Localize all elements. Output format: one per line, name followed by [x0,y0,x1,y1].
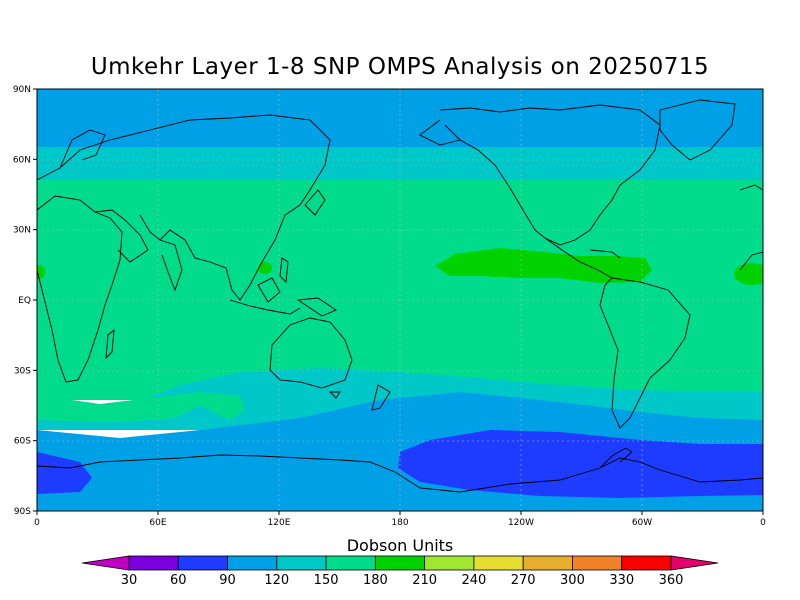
x-axis: 0 60E 120E 180 120W 60W 0 [34,511,766,528]
coast-antarctic-peninsula [599,447,633,469]
coast-north-america [439,104,661,246]
coast-caribbean [589,249,621,259]
colorbar-level-label: 90 [219,573,236,588]
colorbar-swatch [522,555,573,571]
coastlines [37,99,763,493]
coast-iberia [739,184,763,191]
x-tick-label: 60W [632,518,652,528]
y-tick-label: 60S [14,437,31,447]
coast-central-america [544,237,613,279]
y-tick-label: 90N [13,85,31,95]
colorbar-level-label: 30 [121,573,138,588]
x-tick-label: 0 [760,518,766,528]
colorbar-swatch [325,555,376,571]
coast-australia [269,317,353,389]
colorbar-swatch [276,555,327,571]
colorbar-swatch [227,555,278,571]
x-tick-label: 0 [34,518,40,528]
colorbar-level-label: 120 [264,573,289,588]
y-tick-label: 60N [13,155,31,165]
coast-japan [304,189,326,216]
coast-greenland [659,99,736,161]
map-title: Umkehr Layer 1-8 SNP OMPS Analysis on 20… [90,54,710,80]
colorbar-level-label: 270 [511,573,536,588]
y-tick-label: EQ [18,296,31,306]
x-tick-label: 120E [268,518,291,528]
coast-tasmania [328,391,341,399]
coast-eurasia [37,114,331,301]
band-indian-ocean-bulge [37,392,245,422]
colorbar-swatch [128,555,179,571]
y-tick-label: 30N [13,226,31,236]
colorbar-swatch [572,555,623,571]
colorbar: 30 60 90 120 150 180 210 240 270 300 330 360 [81,555,719,588]
coast-philippines [279,257,289,283]
colorbar-level-label: 330 [609,573,634,588]
x-tick-label: 60E [149,518,166,528]
grid-lines [37,89,763,511]
coast-madagascar [105,328,115,360]
coast-west-africa [739,251,763,271]
band-antarctic-hole [398,430,763,498]
colorbar-level-label: 240 [461,573,486,588]
colorbar-title: Dobson Units [346,536,454,555]
colorbar-level-label: 150 [314,573,339,588]
coast-borneo [257,277,281,303]
y-tick-label: 30S [14,366,31,376]
band-atlantic-patch [734,263,763,285]
colorbar-swatch [424,555,475,571]
colorbar-level-label: 60 [170,573,187,588]
band-africa-patch [37,265,45,279]
band-antarctic-low [37,452,92,494]
x-tick-label: 120W [508,518,534,528]
coast-newzealand [371,384,391,411]
y-tick-label: 90S [14,507,31,517]
colorbar-swatch [473,555,524,571]
coast-arabia [94,209,149,263]
x-tick-label: 180 [391,518,408,528]
colorbar-low-triangle [81,555,130,571]
colorbar-swatch [374,555,426,571]
ozone-field [37,89,763,511]
colorbar-level-label: 300 [560,573,585,588]
colorbar-high-triangle [670,555,719,571]
coast-indonesia [229,299,301,315]
colorbar-level-label: 360 [659,573,684,588]
coast-africa [37,195,123,383]
coast-alaska [419,119,461,146]
coast-newguinea [296,297,337,317]
colorbar-level-label: 180 [363,573,388,588]
colorbar-level-label: 210 [412,573,437,588]
colorbar-swatch [621,555,672,571]
colorbar-swatch [177,555,228,571]
coast-south-america [599,277,691,429]
band-pacific-patch [435,248,652,283]
coast-antarctica [37,454,763,493]
coast-india [159,239,183,292]
y-axis: 90N 60N 30N EQ 30S 60S 90S [13,85,37,517]
band-southchina-patch [258,262,272,274]
coast-scandinavia [59,129,106,169]
